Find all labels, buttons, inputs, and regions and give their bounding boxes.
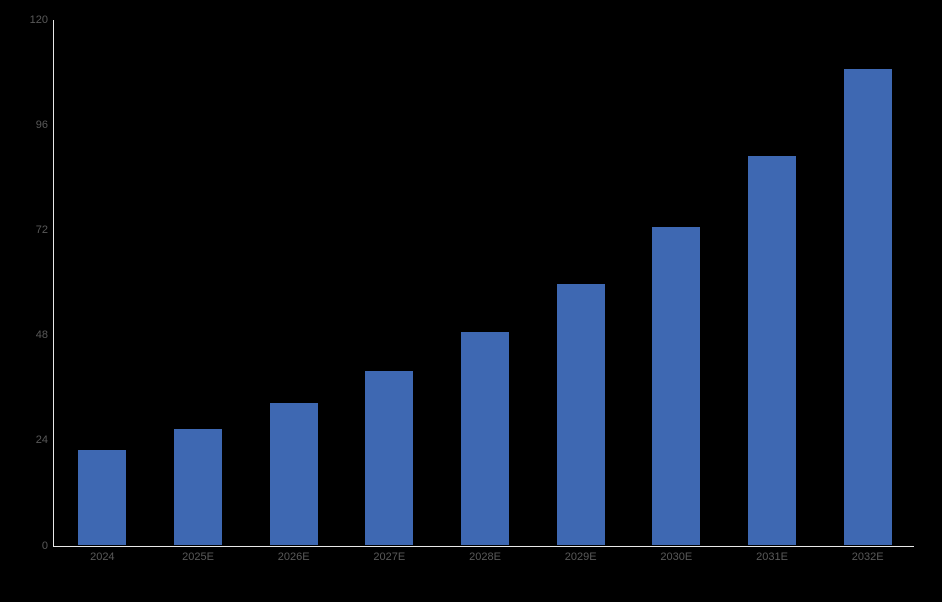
bar-2030E <box>652 227 701 546</box>
bar-2027E <box>365 370 414 546</box>
x-tick-label-2026E: 2026E <box>277 551 310 563</box>
plot-area <box>53 20 914 547</box>
x-tick-label-2027E: 2027E <box>373 551 406 563</box>
bar-2031E <box>748 155 796 546</box>
y-tick-label-96: 96 <box>35 119 48 132</box>
bar-2026E <box>269 403 318 546</box>
bar-2024 <box>78 449 127 546</box>
x-tick-label-2025E: 2025E <box>182 551 214 563</box>
bar-2028E <box>461 331 509 546</box>
bar-2025E <box>174 428 222 546</box>
y-tick-label-72: 72 <box>35 224 48 237</box>
x-tick-label-2032E: 2032E <box>851 551 884 563</box>
bar-2032E <box>843 69 892 546</box>
x-tick-label-2024: 2024 <box>90 551 115 563</box>
y-tick-label-0: 0 <box>41 539 48 552</box>
x-tick-label-2028E: 2028E <box>469 551 501 563</box>
bar-2029E <box>556 284 605 546</box>
y-tick-label-120: 120 <box>29 14 48 26</box>
x-tick-label-2031E: 2031E <box>756 551 788 563</box>
x-tick-label-2029E: 2029E <box>564 551 597 563</box>
y-tick-label-24: 24 <box>35 434 48 447</box>
x-tick-label-2030E: 2030E <box>660 551 693 563</box>
y-tick-label-48: 48 <box>35 329 48 342</box>
